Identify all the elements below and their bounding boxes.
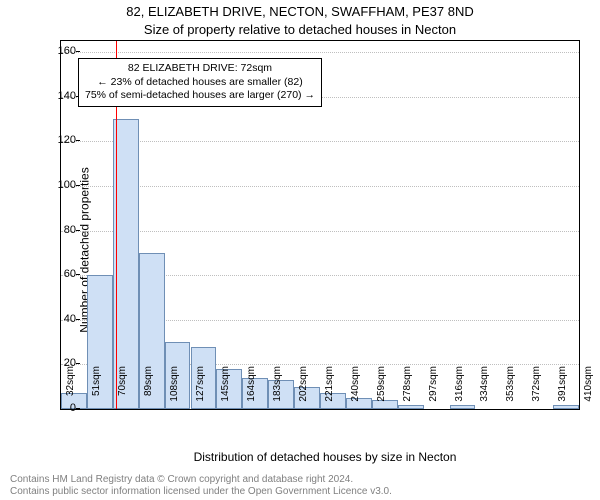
x-tick-label: 51sqm — [91, 366, 102, 414]
x-tick-label: 391sqm — [557, 366, 568, 414]
y-tick-label: 100 — [46, 179, 76, 191]
y-tick-label: 120 — [46, 134, 76, 146]
x-tick-label: 183sqm — [272, 366, 283, 414]
gridline — [61, 141, 579, 142]
annotation-line: ← 23% of detached houses are smaller (82… — [85, 76, 315, 90]
x-tick-label: 240sqm — [350, 366, 361, 414]
x-tick-label: 108sqm — [169, 366, 180, 414]
x-tick-label: 316sqm — [454, 366, 465, 414]
x-tick-label: 334sqm — [479, 366, 490, 414]
y-tick-mark — [76, 363, 80, 364]
x-tick-label: 145sqm — [220, 366, 231, 414]
annotation-line: 75% of semi-detached houses are larger (… — [85, 89, 315, 103]
gridline — [61, 186, 579, 187]
y-tick-label: 80 — [46, 224, 76, 236]
x-tick-label: 70sqm — [117, 366, 128, 414]
gridline — [61, 52, 579, 53]
x-tick-label: 221sqm — [324, 366, 335, 414]
y-tick-mark — [76, 185, 80, 186]
y-tick-mark — [76, 140, 80, 141]
x-tick-label: 32sqm — [65, 366, 76, 414]
y-tick-label: 60 — [46, 268, 76, 280]
x-tick-label: 202sqm — [298, 366, 309, 414]
y-tick-label: 160 — [46, 45, 76, 57]
y-tick-label: 140 — [46, 90, 76, 102]
x-tick-label: 127sqm — [195, 366, 206, 414]
x-tick-label: 372sqm — [531, 366, 542, 414]
chart-container: 82, ELIZABETH DRIVE, NECTON, SWAFFHAM, P… — [0, 0, 600, 500]
footer-attribution: Contains HM Land Registry data © Crown c… — [10, 474, 590, 498]
y-tick-mark — [76, 274, 80, 275]
x-tick-label: 353sqm — [505, 366, 516, 414]
annotation-box: 82 ELIZABETH DRIVE: 72sqm← 23% of detach… — [78, 58, 322, 107]
y-tick-mark — [76, 230, 80, 231]
x-axis-label: Distribution of detached houses by size … — [60, 450, 590, 464]
y-tick-mark — [76, 408, 80, 409]
x-tick-label: 89sqm — [143, 366, 154, 414]
y-tick-mark — [76, 51, 80, 52]
x-tick-label: 259sqm — [376, 366, 387, 414]
y-tick-label: 40 — [46, 313, 76, 325]
gridline — [61, 231, 579, 232]
x-tick-label: 410sqm — [583, 366, 594, 414]
annotation-line: 82 ELIZABETH DRIVE: 72sqm — [85, 62, 315, 76]
x-tick-label: 278sqm — [402, 366, 413, 414]
chart-subtitle: Size of property relative to detached ho… — [0, 22, 600, 37]
footer-line2: Contains public sector information licen… — [10, 486, 590, 498]
x-tick-label: 297sqm — [428, 366, 439, 414]
y-tick-mark — [76, 319, 80, 320]
footer-line1: Contains HM Land Registry data © Crown c… — [10, 474, 590, 486]
x-tick-label: 164sqm — [246, 366, 257, 414]
chart-title-address: 82, ELIZABETH DRIVE, NECTON, SWAFFHAM, P… — [0, 4, 600, 19]
